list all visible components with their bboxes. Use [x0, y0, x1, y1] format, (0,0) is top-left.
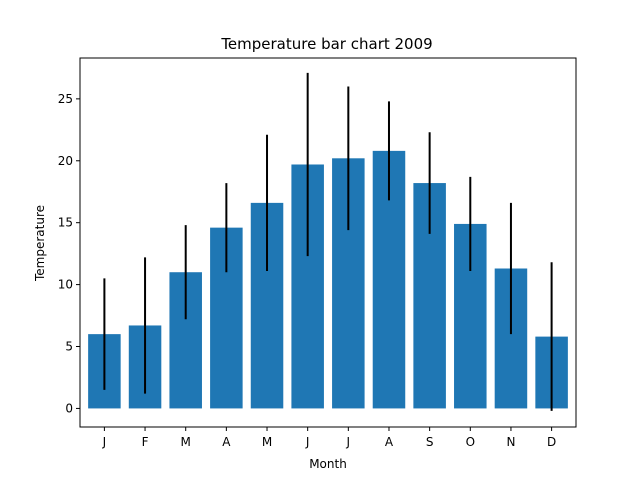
chart-title: Temperature bar chart 2009: [220, 35, 432, 53]
y-axis: 0 5 10 15 20 25: [58, 92, 80, 415]
x-tick-label: S: [426, 435, 434, 449]
plot-frame: [79, 57, 577, 428]
y-tick-label: 25: [58, 92, 73, 106]
x-tick-label: A: [222, 435, 231, 449]
x-axis-label: Month: [309, 457, 347, 471]
y-tick-label: 15: [58, 216, 73, 230]
y-tick-label: 0: [65, 401, 73, 415]
y-axis-label: Temperature: [33, 205, 47, 282]
x-tick-label: J: [305, 435, 310, 449]
x-tick-label: J: [346, 435, 351, 449]
x-tick-label: J: [102, 435, 107, 449]
x-tick-label: F: [142, 435, 149, 449]
x-tick-label: M: [262, 435, 272, 449]
x-tick-label: O: [466, 435, 475, 449]
errorbars-layer: [103, 72, 553, 411]
y-tick-label: 20: [58, 154, 73, 168]
x-tick-label: D: [547, 435, 556, 449]
y-tick-label: 10: [58, 278, 73, 292]
y-tick-label: 5: [65, 340, 73, 354]
bars-layer: [88, 150, 568, 409]
x-tick-label: A: [385, 435, 394, 449]
x-tick-label: M: [181, 435, 191, 449]
x-tick-label: N: [506, 435, 515, 449]
